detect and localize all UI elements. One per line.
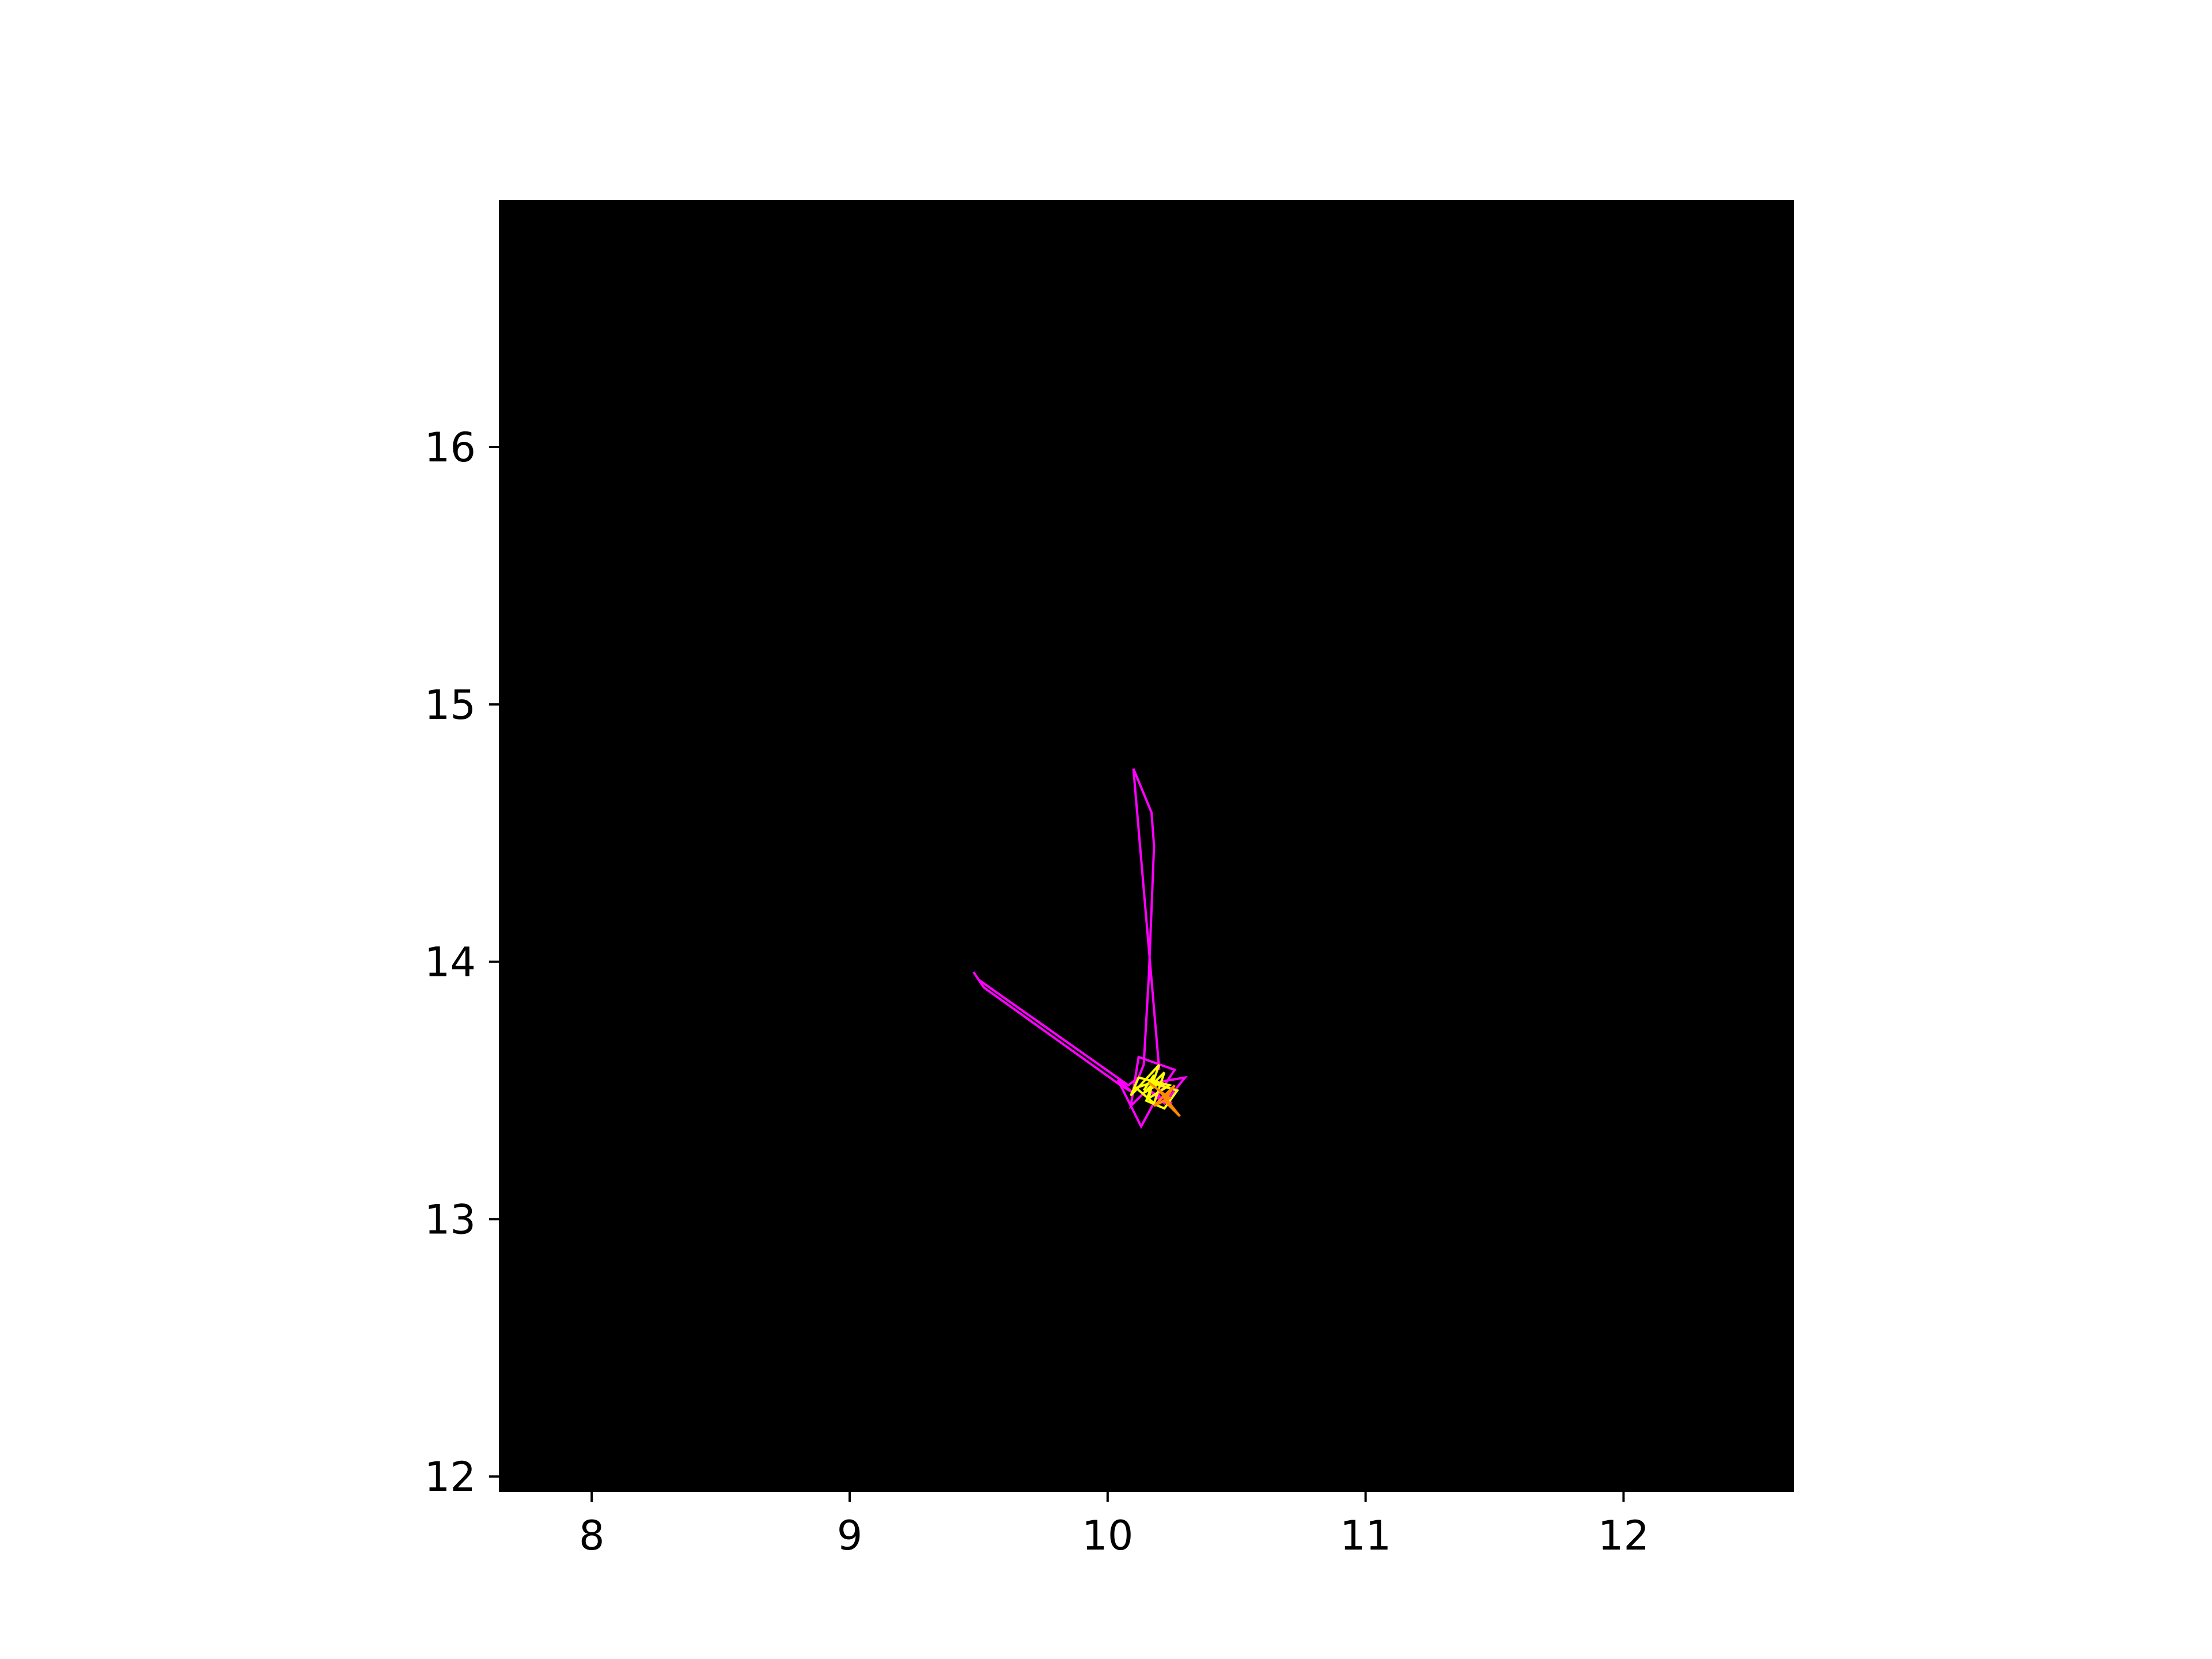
x-tick-label: 8 (579, 1512, 605, 1559)
x-tick-label: 9 (837, 1512, 863, 1559)
plot-area (499, 200, 1794, 1492)
y-tick-label: 16 (425, 424, 476, 471)
x-tick-label: 10 (1082, 1512, 1133, 1559)
y-tick-label: 14 (425, 939, 476, 986)
x-tick-label: 11 (1340, 1512, 1391, 1559)
series-layer (972, 768, 1188, 1129)
y-tick-label: 12 (425, 1453, 476, 1501)
y-tick-label: 15 (425, 681, 476, 729)
series-line-3 (1148, 1081, 1181, 1118)
x-tick-label: 12 (1598, 1512, 1649, 1559)
x-axis: 8 9 10 11 12 (579, 1492, 1649, 1559)
y-tick-label: 13 (425, 1196, 476, 1243)
y-axis: 12 13 14 15 16 (425, 424, 499, 1501)
